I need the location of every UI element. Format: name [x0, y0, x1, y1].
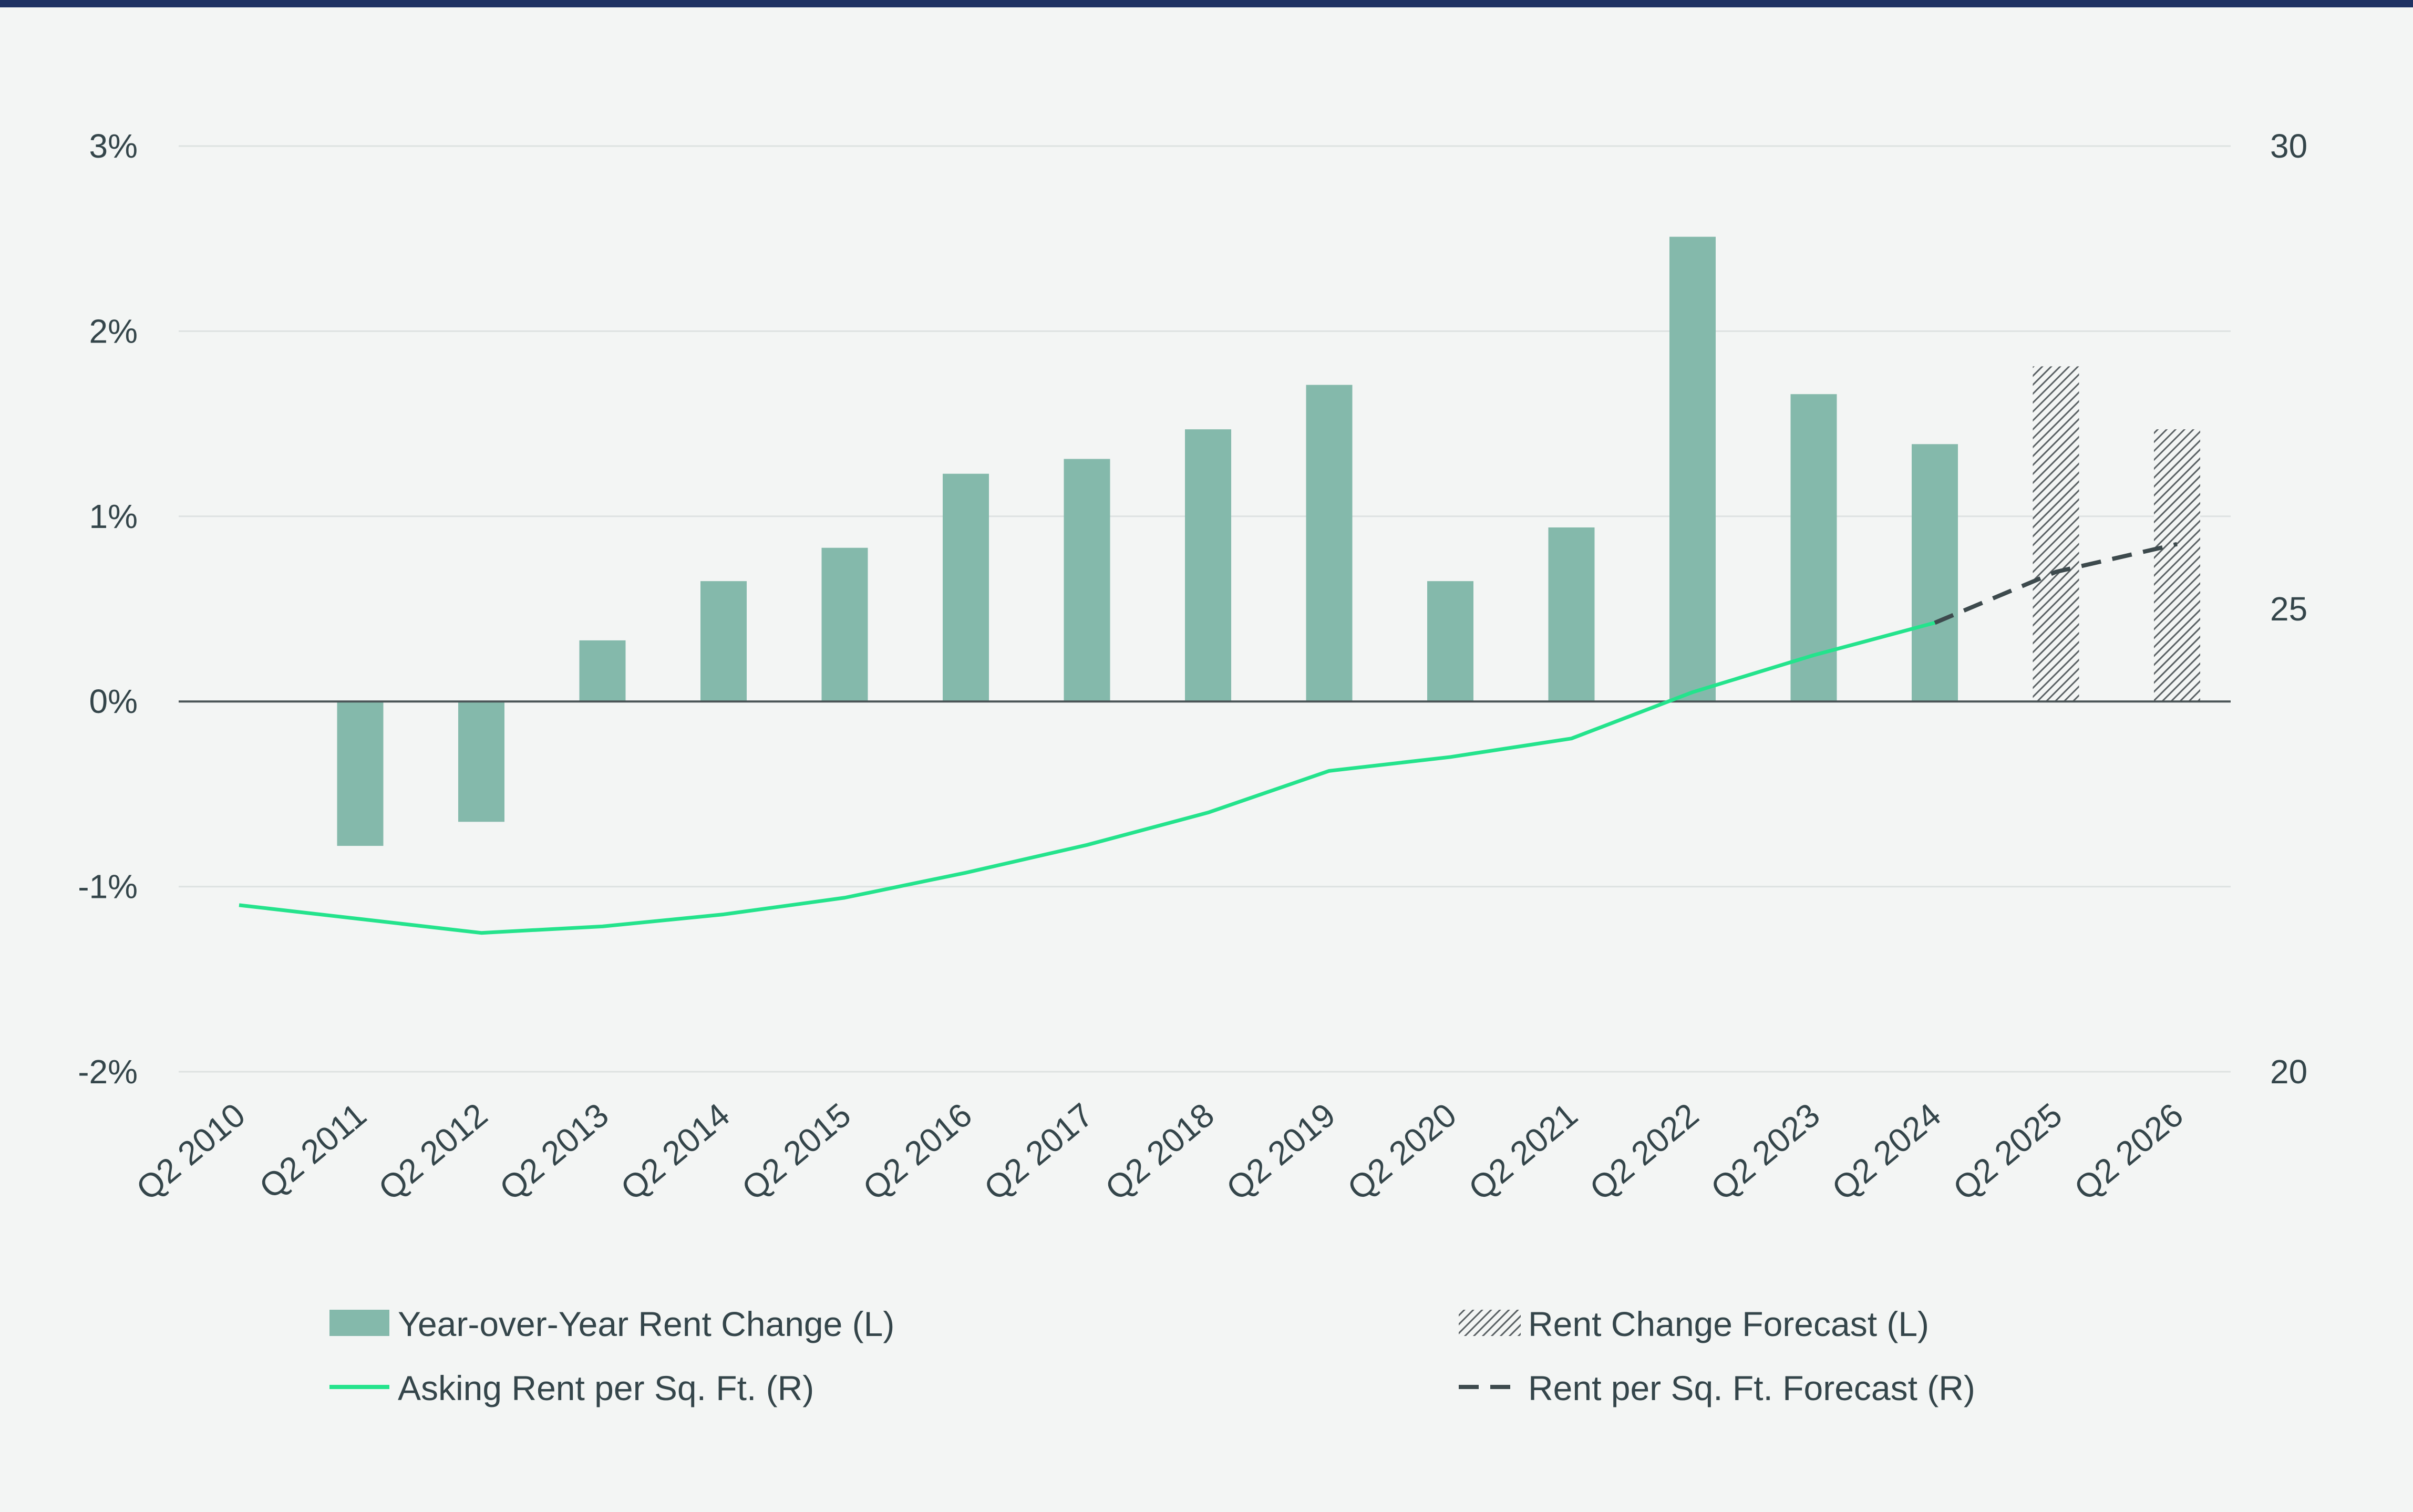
bar	[1548, 527, 1595, 702]
asking-rent-line	[239, 621, 1935, 935]
bar	[1427, 581, 1473, 702]
legend-label-yoy: Year-over-Year Rent Change (L)	[398, 1304, 894, 1343]
left-tick-label: -2%	[78, 1053, 138, 1091]
bar	[1669, 236, 1716, 702]
x-tick-label: Q2 2022	[1583, 1096, 1706, 1208]
bar	[1185, 429, 1231, 702]
left-tick-label: 0%	[89, 682, 138, 720]
x-tick-label: Q2 2018	[1098, 1096, 1221, 1208]
legend-label-rent-forecast: Rent Change Forecast (L)	[1528, 1304, 1929, 1343]
bar-series	[337, 236, 2200, 846]
legend-label-asking-rent: Asking Rent per Sq. Ft. (R)	[398, 1369, 814, 1407]
forecast-bar	[2154, 429, 2200, 702]
x-tick-label: Q2 2015	[735, 1096, 858, 1208]
x-tick-label: Q2 2012	[372, 1096, 494, 1208]
left-tick-label: 1%	[89, 498, 138, 535]
forecast-line	[1934, 542, 2178, 625]
bar	[458, 701, 504, 822]
x-tick-label: Q2 2021	[1461, 1096, 1584, 1208]
top-rule	[0, 0, 2413, 7]
bar	[943, 473, 989, 702]
bar	[1306, 385, 1353, 702]
bar	[1064, 459, 1110, 702]
x-tick-label: Q2 2010	[129, 1096, 252, 1208]
x-tick-label: Q2 2023	[1704, 1096, 1827, 1208]
bar	[337, 701, 384, 846]
bar	[821, 547, 868, 702]
x-tick-label: Q2 2024	[1825, 1096, 1948, 1208]
x-tick-label: Q2 2011	[252, 1096, 374, 1206]
x-tick-label: Q2 2014	[614, 1096, 737, 1208]
bar	[700, 581, 747, 702]
legend-bar-marker	[329, 1310, 389, 1336]
left-tick-label: 2%	[89, 312, 138, 350]
legend-hatch-marker	[1459, 1310, 1521, 1336]
right-axis: 30 25 20	[2270, 127, 2307, 1091]
legend: Year-over-Year Rent Change (L) Rent Chan…	[329, 1304, 1975, 1407]
left-tick-label: 3%	[89, 127, 138, 165]
x-tick-label: Q2 2013	[492, 1096, 615, 1208]
left-tick-label: -1%	[78, 868, 138, 906]
x-tick-label: Q2 2016	[856, 1096, 979, 1208]
right-tick-label: 25	[2270, 590, 2307, 628]
x-tick-label: Q2 2020	[1340, 1096, 1463, 1208]
left-axis: 3% 2% 1% 0% -1% -2%	[78, 127, 138, 1091]
x-tick-label: Q2 2026	[2067, 1096, 2190, 1208]
x-tick-label: Q2 2025	[1946, 1096, 2069, 1208]
right-tick-label: 20	[2270, 1053, 2307, 1091]
right-tick-label: 30	[2270, 127, 2307, 165]
legend-label-sqft-forecast: Rent per Sq. Ft. Forecast (R)	[1528, 1369, 1975, 1407]
x-tick-label: Q2 2019	[1219, 1096, 1342, 1208]
bar	[1912, 444, 1958, 702]
forecast-bar	[2033, 366, 2079, 702]
bar	[579, 640, 626, 702]
x-tick-label: Q2 2017	[977, 1096, 1100, 1208]
line-series	[239, 542, 2178, 935]
